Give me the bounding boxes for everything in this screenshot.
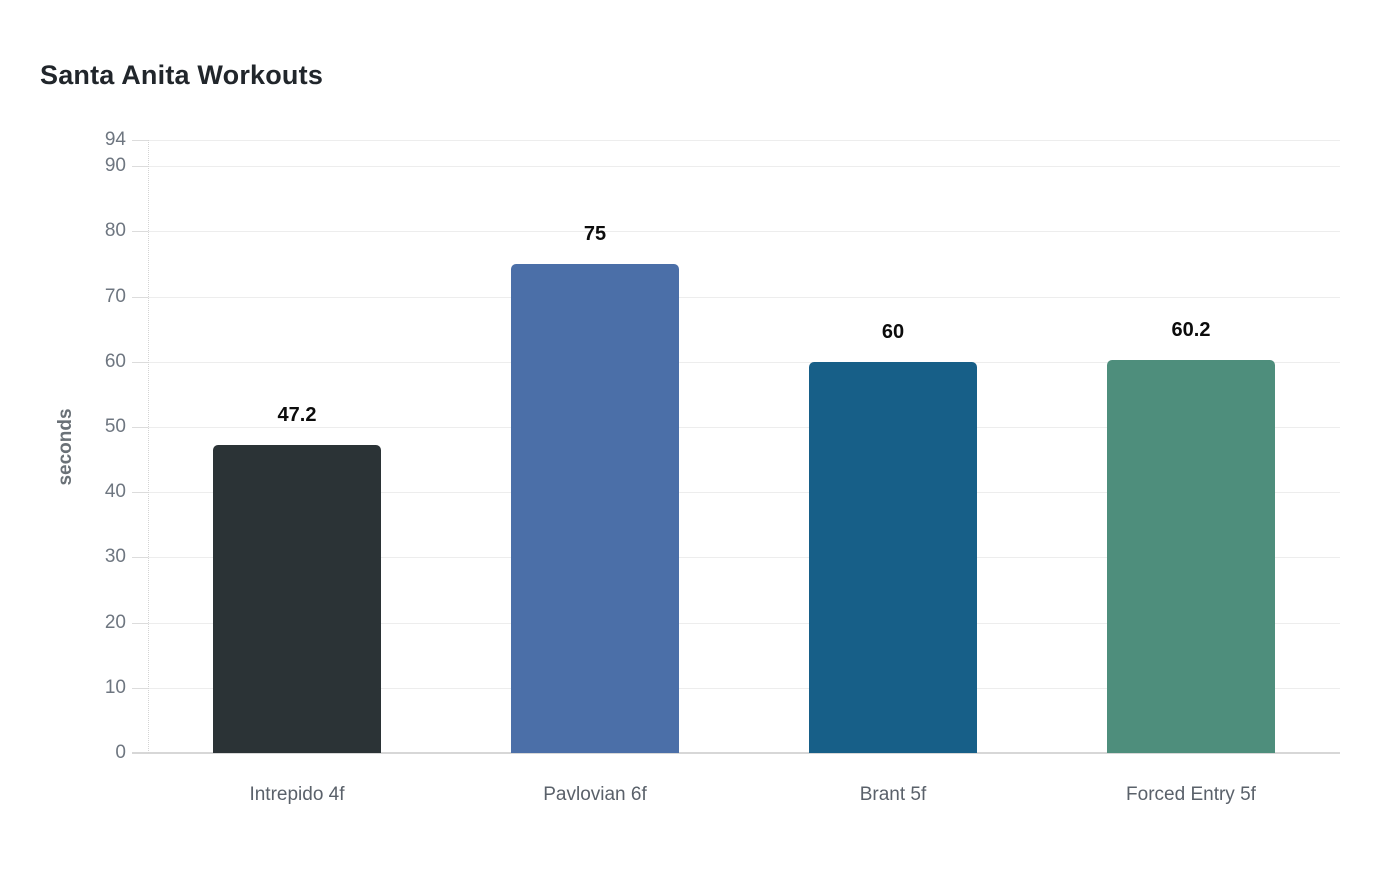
gridline: [148, 231, 1340, 233]
x-category-label: Pavlovian 6f: [543, 784, 647, 805]
y-tick-label: 10: [104, 676, 126, 698]
gridline: [148, 492, 1340, 494]
y-tick-label: 94: [104, 129, 126, 150]
bar-value-label: 60: [881, 320, 905, 343]
y-tick-label: 80: [104, 220, 126, 242]
y-tick-mark: [132, 557, 148, 559]
gridline: [148, 426, 1340, 428]
x-category-label: Brant 5f: [859, 784, 927, 805]
bar-value-label: 75: [583, 222, 607, 245]
bar: [809, 361, 977, 753]
y-tick-label: 30: [104, 546, 126, 568]
y-tick-label: 60: [104, 350, 126, 372]
y-axis-line: [148, 140, 149, 753]
y-tick-mark: [132, 296, 148, 298]
gridline: [148, 557, 1340, 559]
y-tick-label: 40: [104, 481, 126, 503]
gridline: [148, 361, 1340, 363]
y-tick-mark: [132, 166, 148, 168]
y-tick-mark: [132, 361, 148, 363]
y-tick-mark: [132, 140, 148, 141]
gridline: [148, 622, 1340, 624]
plot-area: 0 10 20 30 40 50 60 70 80 90 94 47.2 Intrepido 4f 75 P…: [105, 129, 1340, 805]
y-tick-mark: [132, 426, 148, 428]
y-tick-mark: [132, 622, 148, 624]
gridline: [148, 166, 1340, 168]
bar: [213, 445, 381, 753]
y-tick-label: 70: [104, 285, 126, 307]
bar-value-label: 60.2: [1171, 319, 1211, 342]
x-category-label: Forced Entry 5f: [1126, 784, 1256, 805]
y-tick-mark: [132, 231, 148, 233]
y-tick-label: 90: [104, 155, 126, 177]
chart-title: Santa Anita Workouts: [40, 60, 324, 90]
y-tick-mark: [132, 687, 148, 689]
x-category-label: Intrepido 4f: [249, 784, 345, 805]
y-tick-mark: [132, 492, 148, 494]
bar: [511, 263, 679, 753]
bar-value-label: 47.2: [277, 404, 317, 427]
gridline: [148, 140, 1340, 141]
y-tick-label: 20: [104, 611, 126, 633]
gridline: [148, 296, 1340, 298]
bar: [1107, 360, 1275, 753]
x-axis-baseline: [132, 752, 1340, 754]
y-tick-label: 0: [115, 742, 126, 763]
gridline: [148, 687, 1340, 689]
y-tick-label: 50: [104, 415, 126, 437]
